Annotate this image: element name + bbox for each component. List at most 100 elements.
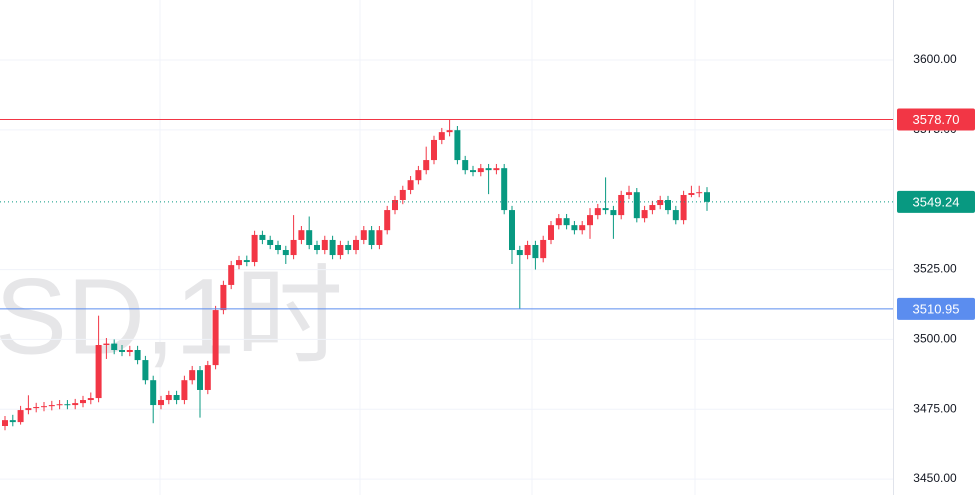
candle-body (376, 230, 383, 245)
candle-body (243, 260, 250, 263)
candle-body (672, 210, 679, 221)
price-badge (897, 108, 975, 131)
candle-body (165, 394, 172, 401)
candle-body (189, 370, 196, 381)
candle-body (501, 168, 508, 211)
candle-body (251, 234, 258, 263)
candle-body (446, 130, 453, 133)
candle-body (571, 225, 578, 231)
candle-body (204, 365, 211, 390)
candle-body (516, 250, 523, 256)
candle-body (696, 192, 703, 194)
candle-body (33, 407, 40, 409)
candle-body (633, 192, 640, 219)
candle-body (259, 234, 266, 240)
candle-body (657, 200, 664, 206)
candle-body (641, 210, 648, 219)
candle-body (665, 200, 671, 211)
candle-body (415, 170, 422, 181)
candle-body (17, 410, 24, 423)
candle-body (345, 244, 352, 251)
candle-body (48, 405, 55, 407)
candle-body (470, 170, 476, 173)
candle-body (353, 239, 359, 251)
candle-body (392, 200, 398, 211)
candle-body (329, 239, 336, 256)
y-tick-label: 3450.00 (913, 471, 957, 485)
candle-body (688, 193, 695, 195)
candle-body (25, 408, 32, 411)
candle-body (587, 215, 593, 226)
candle-body (626, 192, 632, 195)
candle-body (618, 194, 625, 216)
candle-body (80, 400, 86, 404)
candle-body (454, 130, 461, 161)
candle-body (134, 350, 141, 361)
candle-body (95, 344, 102, 399)
candle-body (41, 406, 47, 408)
candle-body (360, 230, 367, 240)
candle-body (103, 343, 110, 345)
candle-body (462, 160, 469, 171)
candle-body (649, 205, 656, 211)
candle-body (532, 244, 539, 259)
price-badge (897, 190, 975, 213)
candle-body (579, 225, 586, 231)
candle-body (306, 230, 313, 245)
vertical-grid (159, 0, 696, 495)
candle-body (87, 398, 94, 401)
price-badge-label: 3578.70 (913, 112, 960, 127)
y-tick-label: 3475.00 (913, 401, 957, 415)
candle-body (493, 168, 500, 171)
candle-body (275, 244, 281, 251)
candle-body (111, 343, 118, 351)
candle-body (119, 350, 125, 352)
candle-body (555, 218, 562, 226)
candle-body (142, 360, 149, 381)
candle-body (337, 244, 344, 256)
candle-body (524, 244, 531, 256)
price-badge (897, 297, 975, 320)
candle-body (314, 244, 320, 251)
candle-body (548, 225, 554, 240)
candle-body (610, 210, 617, 216)
candle-body (2, 420, 8, 427)
candle-body (158, 400, 164, 406)
candle-body (290, 239, 297, 256)
candle-body (384, 210, 391, 231)
candle-body (282, 250, 289, 256)
candle-body (680, 194, 687, 221)
candle-body (407, 180, 414, 190)
candle-body (220, 284, 227, 311)
candle-body (563, 218, 570, 226)
price-badge-label: 3549.24 (913, 194, 960, 209)
candle-body (540, 239, 547, 259)
candle-body (431, 139, 437, 161)
candle-body (228, 265, 235, 285)
candle-body (485, 168, 492, 171)
candle-body (64, 404, 71, 406)
candle-body (298, 230, 305, 240)
candle-body (173, 394, 180, 401)
candle-body (126, 350, 133, 352)
y-tick-label: 3500.00 (913, 332, 957, 346)
y-tick-label: 3525.00 (913, 262, 957, 276)
candle-body (399, 189, 406, 201)
candle-body (181, 380, 188, 401)
candle-body (197, 370, 203, 390)
candle-body (602, 208, 609, 211)
watermark: SD,1时 (0, 256, 343, 377)
candle-body (438, 132, 445, 140)
candle-body (423, 160, 430, 171)
candle-body (150, 380, 157, 406)
candle-body (368, 230, 375, 245)
candle-body (212, 310, 219, 366)
candle-body (72, 403, 79, 406)
candle-body (594, 208, 601, 216)
candle-body (236, 260, 242, 266)
y-tick-label: 3600.00 (913, 52, 957, 66)
candle-body (321, 239, 328, 251)
candle-body (56, 404, 63, 406)
candle-body (477, 168, 484, 173)
